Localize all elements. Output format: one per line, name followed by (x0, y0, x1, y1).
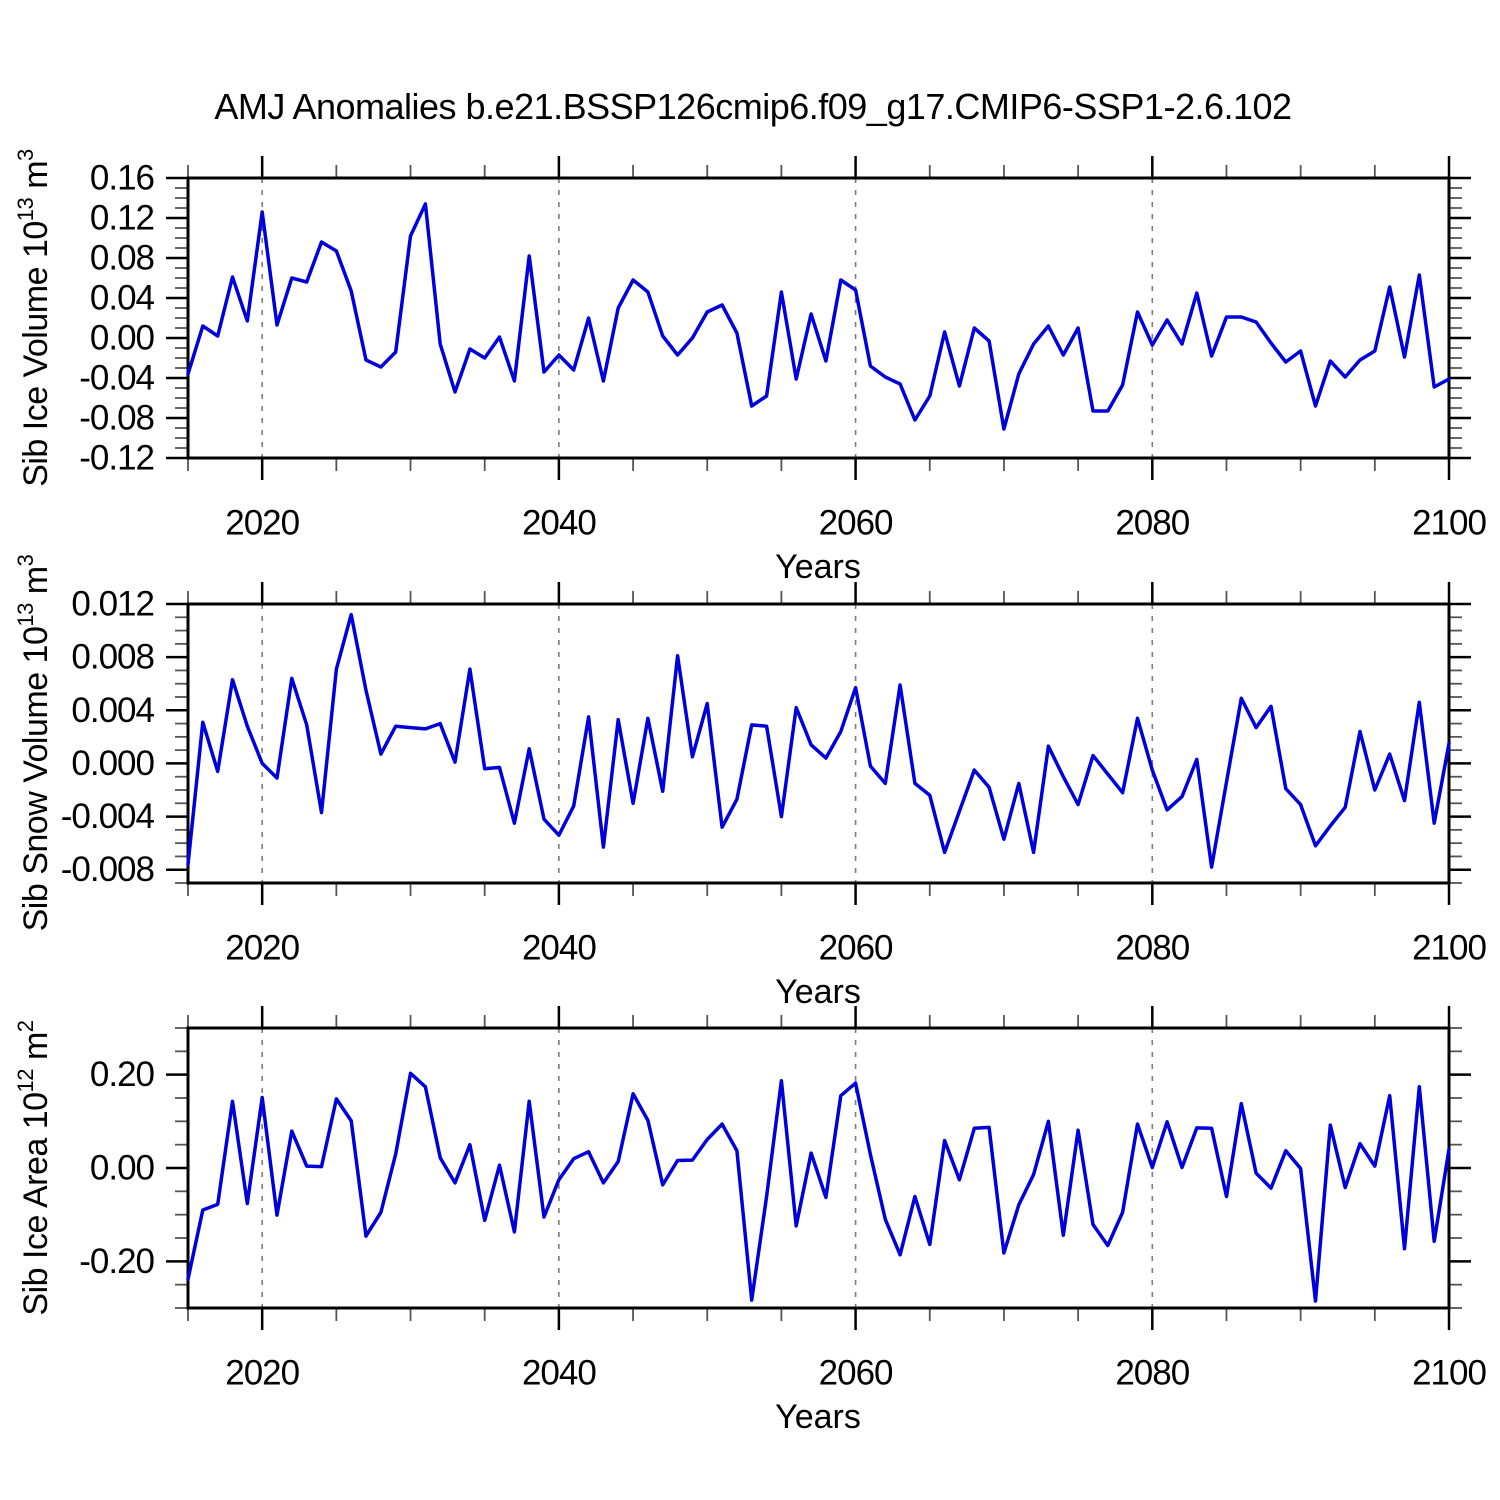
x-tick-label: 2060 (819, 1354, 893, 1393)
y-tick-label: 0.004 (71, 691, 154, 730)
unit-exponent: 2 (13, 1020, 38, 1033)
axis-box (186, 176, 1451, 460)
unit-exponent: 3 (13, 554, 38, 567)
data-line-panel1 (186, 202, 1451, 431)
y-tick-label: 0.00 (90, 1149, 155, 1188)
y-tick-label: 0.008 (71, 638, 154, 677)
chart-title: AMJ Anomalies b.e21.BSSP126cmip6.f09_g17… (214, 86, 1292, 127)
x-tick-label: 2020 (225, 504, 299, 543)
y-tick-label: -0.20 (79, 1242, 154, 1281)
axis-box (186, 1026, 1451, 1310)
x-tick-label: 2020 (225, 1354, 299, 1393)
x-tick-label: 2080 (1115, 929, 1189, 968)
x-tick-label: 2020 (225, 929, 299, 968)
data-line-panel3 (186, 1071, 1451, 1303)
y-tick-label: 0.04 (90, 279, 155, 318)
exponent: 13 (13, 603, 38, 627)
y-tick-label: -0.04 (79, 359, 154, 398)
x-tick-label: 2100 (1412, 504, 1486, 543)
y-tick-label: 0.012 (71, 585, 154, 624)
y-axis-title-ice-area: Sib Ice Area 1012 m2 (13, 868, 55, 1468)
unit-exponent: 3 (13, 149, 38, 161)
y-tick-label: 0.20 (90, 1055, 155, 1094)
unit: m (17, 1032, 55, 1069)
x-axis-title-panel1: Years (775, 548, 861, 586)
y-axis-title-text: Sib Ice Area 10 (17, 1092, 55, 1316)
x-tick-label: 2060 (819, 504, 893, 543)
x-axis-title-panel3: Years (775, 1398, 861, 1436)
unit: m (17, 566, 55, 604)
y-tick-label: 0.000 (71, 744, 154, 783)
data-line-panel2 (186, 612, 1451, 869)
x-axis-title-panel2: Years (775, 973, 861, 1011)
x-tick-label: 2040 (522, 1354, 596, 1393)
x-tick-label: 2040 (522, 929, 596, 968)
x-tick-label: 2060 (819, 929, 893, 968)
x-tick-label: 2100 (1412, 929, 1486, 968)
y-tick-label: -0.008 (61, 850, 154, 889)
y-tick-label: -0.12 (79, 439, 154, 478)
x-tick-label: 2040 (522, 504, 596, 543)
y-tick-label: 0.16 (90, 159, 154, 198)
y-tick-label: 0.12 (90, 199, 154, 238)
exponent: 13 (13, 197, 38, 222)
exponent: 12 (13, 1068, 38, 1093)
x-tick-label: 2100 (1412, 1354, 1486, 1393)
unit: m (17, 160, 55, 198)
x-tick-label: 2080 (1115, 1354, 1189, 1393)
x-tick-label: 2080 (1115, 504, 1189, 543)
y-tick-label: -0.08 (79, 399, 154, 438)
y-tick-label: -0.004 (61, 797, 155, 836)
y-tick-label: 0.00 (90, 319, 155, 358)
y-tick-label: 0.08 (90, 239, 154, 278)
